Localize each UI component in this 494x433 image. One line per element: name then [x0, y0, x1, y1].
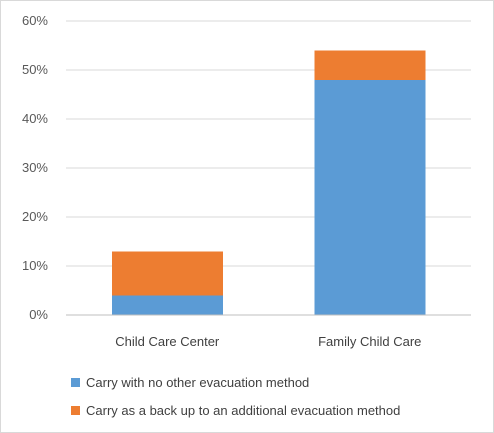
- y-tick-label: 60%: [22, 13, 48, 28]
- bar-segment-series-1-0: [111, 251, 223, 296]
- x-category-label: Family Child Care: [318, 334, 421, 349]
- y-tick-label: 30%: [22, 160, 48, 175]
- legend-item-series-1: Carry as a back up to an additional evac…: [71, 401, 400, 419]
- legend: Carry with no other evacuation method Ca…: [71, 373, 400, 429]
- bar-segment-series-0-1: [314, 79, 426, 315]
- legend-label-series-1: Carry as a back up to an additional evac…: [86, 402, 401, 418]
- y-tick-label: 40%: [22, 111, 48, 126]
- legend-swatch-series-0: [71, 377, 80, 387]
- x-category-label: Child Care Center: [115, 334, 220, 349]
- y-tick-label: 10%: [22, 258, 48, 273]
- bar-segment-series-1-1: [314, 50, 426, 80]
- bar-segment-series-0-0: [111, 295, 223, 315]
- legend-swatch-series-1: [71, 405, 80, 415]
- y-tick-label: 0%: [29, 307, 48, 322]
- y-tick-label: 50%: [22, 62, 48, 77]
- legend-item-series-0: Carry with no other evacuation method: [71, 373, 400, 391]
- stacked-bar-chart: 0% 10% 20% 30% 40% 50% 60% Child Care Center Fam…: [22, 13, 471, 349]
- y-tick-label: 20%: [22, 209, 48, 224]
- legend-label-series-0: Carry with no other evacuation method: [86, 374, 310, 390]
